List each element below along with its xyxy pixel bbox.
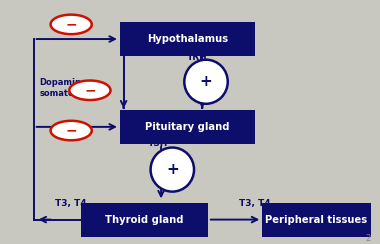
Text: Pituitary gland: Pituitary gland (145, 122, 230, 132)
Text: +: + (166, 162, 179, 177)
Text: T3, T4: T3, T4 (55, 199, 87, 208)
Text: 2: 2 (366, 234, 371, 243)
Text: Peripheral tissues: Peripheral tissues (266, 215, 367, 224)
Ellipse shape (51, 15, 92, 34)
Text: T3, T4: T3, T4 (239, 199, 271, 208)
Ellipse shape (51, 121, 92, 140)
Text: −: − (65, 123, 77, 138)
Ellipse shape (69, 81, 111, 100)
Text: +: + (200, 74, 212, 89)
FancyBboxPatch shape (262, 203, 371, 237)
Text: Dopamine
somatostatin: Dopamine somatostatin (40, 78, 102, 98)
Ellipse shape (184, 60, 228, 104)
Text: TRH: TRH (187, 53, 208, 62)
Text: −: − (65, 17, 77, 31)
Text: TSH: TSH (148, 139, 168, 148)
Text: Hypothalamus: Hypothalamus (147, 34, 228, 44)
FancyBboxPatch shape (120, 22, 255, 56)
FancyBboxPatch shape (81, 203, 208, 237)
FancyBboxPatch shape (120, 110, 255, 144)
Text: −: − (84, 83, 96, 97)
Text: Thyroid gland: Thyroid gland (105, 215, 184, 224)
Ellipse shape (150, 148, 194, 192)
